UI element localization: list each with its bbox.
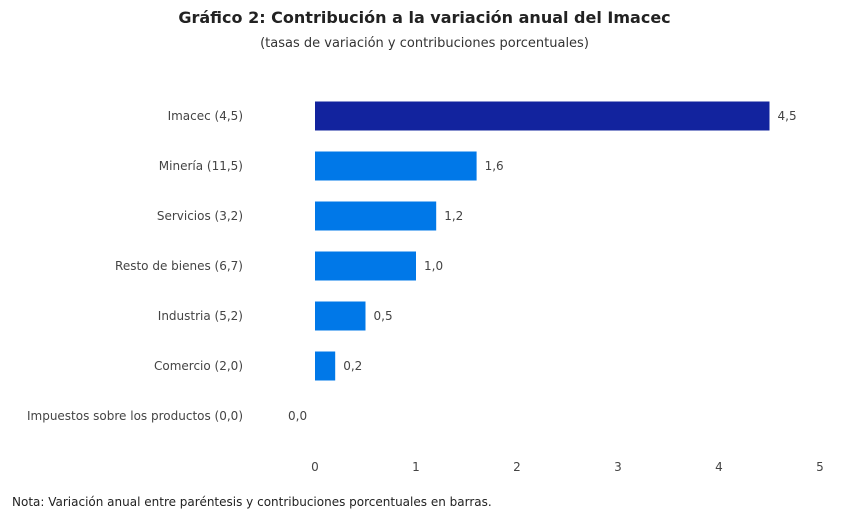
- category-label: Imacec (4,5): [168, 109, 243, 123]
- chart-subtitle: (tasas de variación y contribuciones por…: [260, 36, 589, 51]
- category-label: Impuestos sobre los productos (0,0): [27, 409, 243, 423]
- bar: [315, 151, 477, 181]
- x-tick-label: 2: [513, 460, 521, 474]
- bar: [315, 351, 336, 381]
- bar: [315, 251, 416, 281]
- x-tick-label: 1: [412, 460, 420, 474]
- category-labels-group: Imacec (4,5) Minería (11,5) Servicios (3,2…: [27, 109, 243, 423]
- x-tick-label: 0: [311, 460, 319, 474]
- chart-note: Nota: Variación anual entre paréntesis y…: [12, 495, 492, 509]
- category-label: Servicios (3,2): [157, 209, 243, 223]
- x-axis-ticks-group: 0 1 2 3 4 5: [311, 460, 824, 474]
- data-label: 1,6: [485, 159, 504, 173]
- chart-title: Gráfico 2: Contribución a la variación a…: [178, 8, 671, 27]
- value-labels-group: 4,5 1,6 1,2 1,0 0,5 0,2 0,0: [288, 109, 797, 423]
- category-label: Minería (11,5): [159, 159, 243, 173]
- category-label: Industria (5,2): [158, 309, 243, 323]
- data-label: 0,2: [343, 359, 362, 373]
- x-tick-label: 5: [816, 460, 824, 474]
- x-tick-label: 4: [715, 460, 723, 474]
- data-label: 0,0: [288, 409, 307, 423]
- data-label: 4,5: [778, 109, 797, 123]
- bar: [315, 101, 770, 131]
- category-label: Comercio (2,0): [154, 359, 243, 373]
- data-label: 1,2: [444, 209, 463, 223]
- category-label: Resto de bienes (6,7): [115, 259, 243, 273]
- data-label: 1,0: [424, 259, 443, 273]
- x-tick-label: 3: [614, 460, 622, 474]
- data-label: 0,5: [374, 309, 393, 323]
- bar: [315, 301, 366, 331]
- bar: [315, 201, 437, 231]
- bars-group: [315, 101, 770, 381]
